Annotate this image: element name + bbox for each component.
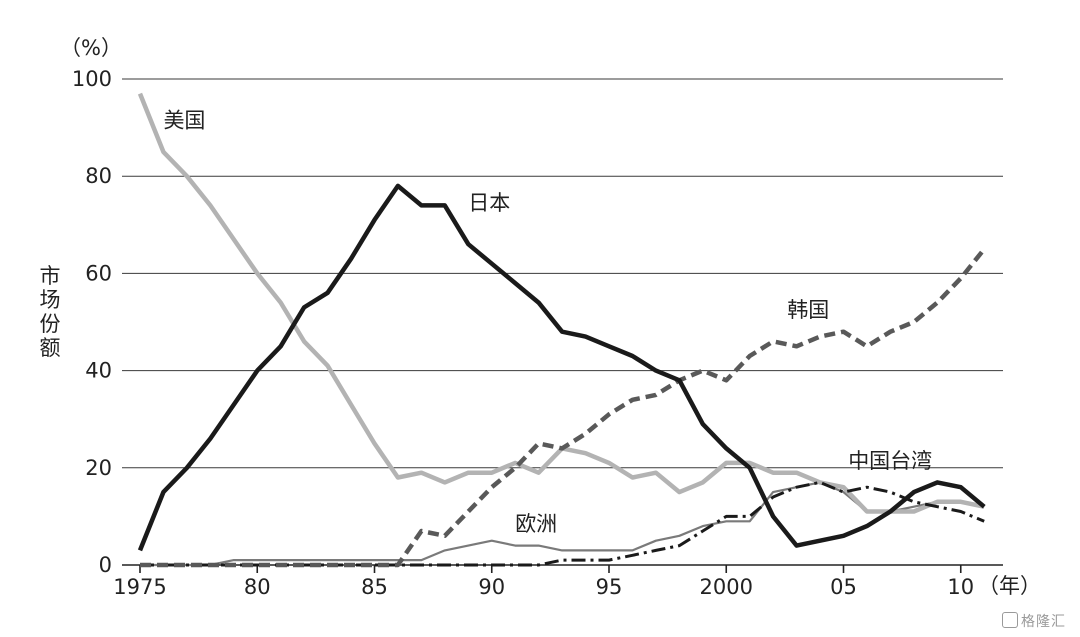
y-tick-label: 80	[85, 164, 112, 188]
x-unit-label: （年）	[978, 574, 1041, 598]
y-tick-label: 40	[85, 359, 112, 383]
series-annotation-4: 欧洲	[515, 512, 557, 536]
y-axis-title-char: 份	[40, 312, 61, 336]
y-axis-title-char: 场	[40, 288, 61, 312]
series-line-3	[140, 480, 985, 567]
y-tick-label: 0	[99, 553, 112, 577]
series-lines	[137, 92, 986, 568]
y-tick-label: 100	[72, 67, 112, 91]
y-axis-title-char: 额	[40, 336, 61, 360]
x-tick-label: 05	[830, 575, 857, 599]
x-tick-label: 90	[478, 575, 505, 599]
series-annotation-1: 日本	[468, 191, 510, 215]
watermark-text: 格隆汇	[1021, 614, 1066, 630]
grid-lines	[122, 78, 1003, 566]
x-tick-label: 95	[596, 575, 623, 599]
series-annotation-2: 韩国	[787, 298, 829, 322]
x-tick-label: 80	[244, 575, 271, 599]
y-tick-label: 60	[85, 261, 112, 285]
series-annotation-0: 美国	[163, 109, 205, 133]
series-annotation-3: 中国台湾	[848, 449, 932, 473]
y-tick-label: 20	[85, 456, 112, 480]
y-unit-label: （%）	[60, 36, 122, 60]
series-line-2	[140, 247, 986, 568]
y-axis-title-char: 市	[40, 264, 61, 288]
x-tick-label: 2000	[700, 575, 753, 599]
x-tick-label: 1975	[113, 575, 166, 599]
series-line-1	[137, 183, 986, 552]
series-line-4	[140, 481, 985, 567]
watermark-logo-icon	[1002, 612, 1018, 628]
x-tick-label: 85	[361, 575, 388, 599]
watermark: 格隆汇	[1002, 611, 1066, 631]
x-tick-label: 10	[947, 575, 974, 599]
